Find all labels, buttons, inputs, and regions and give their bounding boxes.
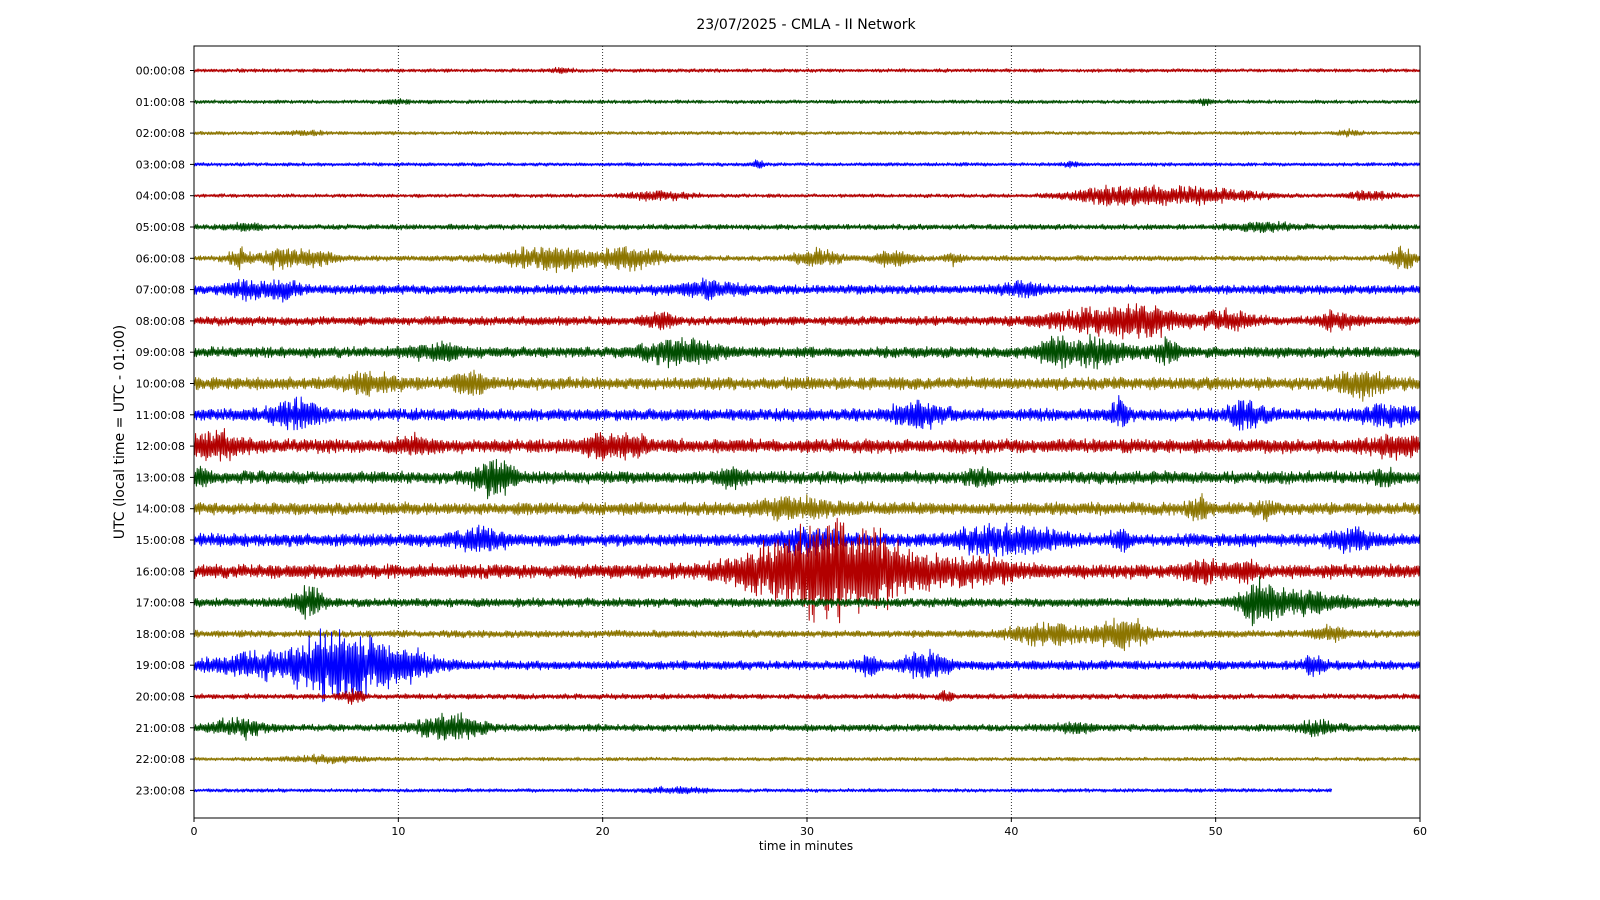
trace-130008: [193, 458, 1421, 500]
trace-110008: [193, 395, 1421, 431]
trace-200008: [193, 688, 1421, 705]
x-tick-label: 10: [391, 825, 405, 838]
y-tick-label: 04:00:08: [136, 190, 185, 203]
trace-150008: [193, 522, 1421, 557]
y-tick-label: 01:00:08: [136, 96, 185, 109]
x-tick-label: 0: [191, 825, 198, 838]
x-tick-label: 30: [800, 825, 814, 838]
trace-060008: [193, 245, 1421, 274]
y-tick-label: 05:00:08: [136, 221, 185, 234]
trace-170008: [193, 576, 1421, 627]
y-tick-label: 18:00:08: [136, 628, 185, 641]
x-tick-label: 40: [1004, 825, 1018, 838]
y-tick-label: 13:00:08: [136, 471, 185, 484]
y-tick-label: 16:00:08: [136, 565, 185, 578]
y-tick-label: 10:00:08: [136, 378, 185, 391]
y-tick-label: 20:00:08: [136, 691, 185, 704]
y-tick-label: 17:00:08: [136, 597, 185, 610]
y-tick-label: 12:00:08: [136, 440, 185, 453]
trace-020008: [193, 128, 1421, 138]
y-tick-label: 08:00:08: [136, 315, 185, 328]
grid-lines: [397, 46, 1217, 818]
trace-120008: [193, 428, 1421, 462]
trace-050008: [193, 220, 1421, 234]
x-axis-label: time in minutes: [759, 839, 853, 853]
y-tick-label: 11:00:08: [136, 409, 185, 422]
trace-210008: [193, 712, 1421, 741]
x-tick-label: 20: [596, 825, 610, 838]
trace-010008: [193, 98, 1421, 107]
trace-180008: [193, 617, 1421, 652]
chart-title: 23/07/2025 - CMLA - II Network: [696, 17, 916, 33]
y-tick-label: 14:00:08: [136, 503, 185, 516]
trace-030008: [193, 159, 1421, 169]
trace-220008: [193, 753, 1421, 765]
y-tick-label: 22:00:08: [136, 753, 185, 766]
y-tick-label: 19:00:08: [136, 659, 185, 672]
trace-group: [193, 66, 1421, 795]
x-tick-label: 50: [1209, 825, 1223, 838]
axes-frame: [193, 45, 1421, 819]
y-tick-label: 21:00:08: [136, 722, 185, 735]
trace-230008: [193, 785, 1333, 795]
y-axis-label: UTC (local time = UTC - 01:00): [112, 325, 128, 540]
y-tick-label: 15:00:08: [136, 534, 185, 547]
x-tick-label: 60: [1413, 825, 1427, 838]
trace-160008: [193, 517, 1421, 624]
y-tick-label: 07:00:08: [136, 284, 185, 297]
x-tick-group: 0 10 20 30 40 50 60: [191, 818, 1427, 838]
y-tick-label: 00:00:08: [136, 65, 185, 78]
trace-070008: [193, 277, 1421, 303]
trace-100008: [193, 369, 1421, 402]
y-tick-label: 09:00:08: [136, 346, 185, 359]
trace-140008: [193, 493, 1421, 523]
y-tick-group: 00:00:08 01:00:08 02:00:08 03:00:08 04:00:08…: [136, 65, 194, 797]
trace-080008: [193, 303, 1421, 340]
y-tick-label: 02:00:08: [136, 127, 185, 140]
trace-090008: [193, 333, 1421, 370]
y-tick-label: 03:00:08: [136, 158, 185, 171]
y-tick-label: 23:00:08: [136, 784, 185, 797]
trace-040008: [193, 184, 1421, 207]
trace-000008: [193, 66, 1421, 75]
y-tick-label: 06:00:08: [136, 252, 185, 265]
trace-190008: [193, 628, 1421, 703]
